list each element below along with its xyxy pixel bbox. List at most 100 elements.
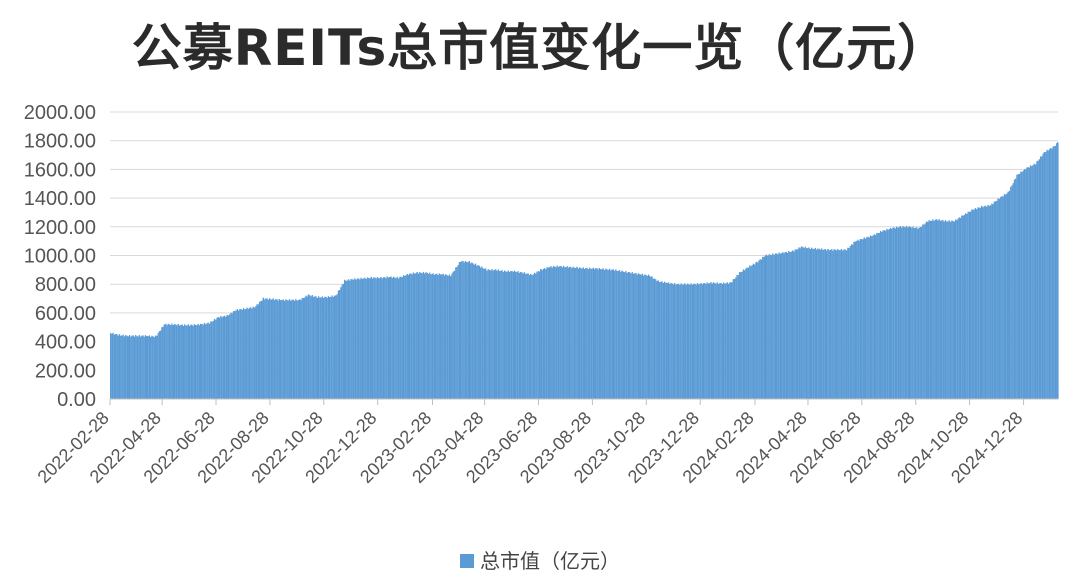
bar xyxy=(211,321,213,399)
bar xyxy=(698,284,700,399)
bar xyxy=(484,268,487,399)
bar xyxy=(191,324,193,399)
bar xyxy=(741,271,743,399)
bar xyxy=(501,270,503,399)
bar xyxy=(261,300,263,399)
bar xyxy=(269,298,271,399)
bar xyxy=(586,268,588,399)
bar xyxy=(229,314,231,399)
bar xyxy=(871,236,873,399)
bar xyxy=(239,309,241,399)
bar xyxy=(739,272,741,399)
bar xyxy=(364,277,366,399)
bar xyxy=(727,283,730,399)
bar xyxy=(951,220,953,399)
bar xyxy=(458,262,461,399)
bar xyxy=(537,271,539,399)
bar xyxy=(262,297,265,399)
bar xyxy=(997,198,999,399)
bar xyxy=(430,274,432,399)
bar xyxy=(487,269,489,399)
bar xyxy=(932,219,934,399)
bar xyxy=(366,277,369,399)
bar xyxy=(907,227,909,399)
y-tick-label: 1000.00 xyxy=(24,246,96,268)
bar xyxy=(881,231,883,399)
bar xyxy=(170,324,172,399)
bar xyxy=(506,271,508,399)
bar xyxy=(246,307,248,399)
bar xyxy=(593,269,596,399)
bar xyxy=(495,269,497,399)
bar xyxy=(944,220,947,399)
bar xyxy=(731,282,733,399)
bar xyxy=(160,330,162,399)
bar xyxy=(356,278,358,399)
bar xyxy=(130,336,132,399)
bar xyxy=(862,239,864,399)
bar xyxy=(1020,171,1022,399)
bar xyxy=(674,283,676,399)
bar xyxy=(322,297,325,399)
bar xyxy=(1038,159,1041,399)
bar xyxy=(173,324,176,399)
bar xyxy=(967,211,969,399)
bar xyxy=(1033,163,1035,399)
bar xyxy=(390,276,392,399)
bar xyxy=(984,205,987,399)
bar xyxy=(651,276,653,399)
bar xyxy=(426,272,428,399)
bar xyxy=(230,312,232,399)
bar xyxy=(384,277,386,399)
bar xyxy=(1029,165,1032,399)
bar xyxy=(275,299,277,399)
bar xyxy=(827,248,829,399)
bar xyxy=(283,300,286,399)
bar xyxy=(341,284,343,399)
bar xyxy=(957,218,959,399)
bar xyxy=(762,256,764,399)
bar xyxy=(752,263,755,399)
bar xyxy=(889,227,892,399)
bar xyxy=(732,279,734,399)
bar xyxy=(110,333,112,399)
bar xyxy=(521,272,523,399)
bar xyxy=(682,284,685,399)
bar xyxy=(774,253,777,399)
bar xyxy=(1052,146,1054,399)
bar xyxy=(486,270,488,399)
bar xyxy=(286,300,288,399)
bar xyxy=(431,274,433,399)
bar xyxy=(824,248,827,399)
bar xyxy=(1053,146,1055,399)
bar xyxy=(981,205,983,399)
bar xyxy=(326,297,328,399)
bar xyxy=(429,272,431,399)
bar xyxy=(184,324,186,399)
bar xyxy=(876,232,878,399)
bar xyxy=(963,214,966,399)
bar xyxy=(632,273,635,399)
bar xyxy=(580,267,582,399)
bar xyxy=(936,219,938,399)
bar xyxy=(690,283,692,399)
bar xyxy=(1011,185,1013,399)
bar xyxy=(552,266,555,399)
bar xyxy=(725,283,727,399)
bar xyxy=(464,260,467,399)
bar xyxy=(562,265,565,399)
bar xyxy=(279,300,282,399)
bar xyxy=(515,271,517,399)
bar xyxy=(132,335,134,399)
bar xyxy=(740,272,742,399)
bar xyxy=(153,337,155,399)
bar xyxy=(422,271,425,399)
bar xyxy=(694,283,696,399)
bar xyxy=(1037,160,1039,399)
bar xyxy=(1002,196,1004,399)
bar xyxy=(300,300,302,399)
bar xyxy=(138,335,140,399)
bar xyxy=(746,267,748,399)
bar xyxy=(993,201,995,399)
bar xyxy=(144,335,147,399)
